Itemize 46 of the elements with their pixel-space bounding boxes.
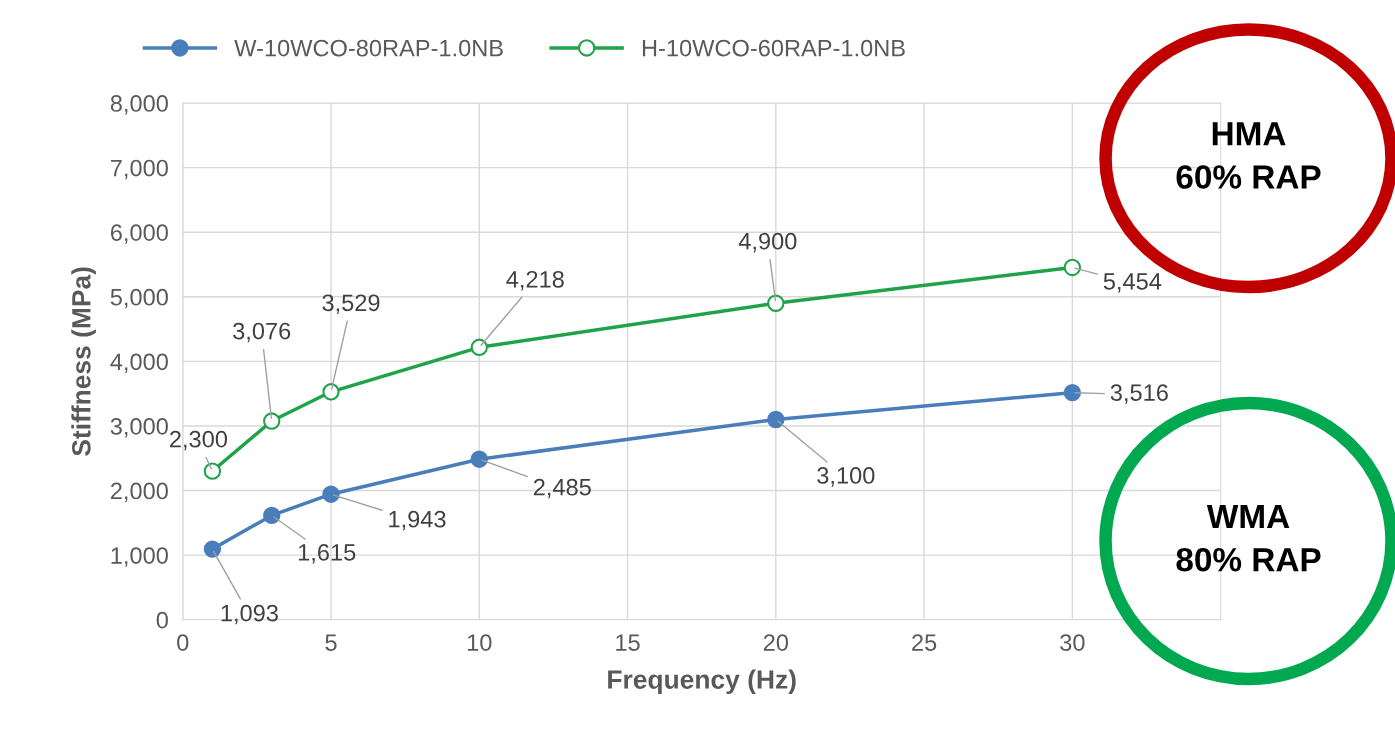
data-label: 5,454 (1103, 273, 1162, 293)
y-tick-label: 7,000 (110, 159, 168, 180)
x-tick-label: 15 (616, 634, 640, 651)
y-tick-label: 8,000 (110, 95, 168, 115)
y-tick-label: 2,000 (110, 482, 168, 503)
data-label: 3,076 (233, 322, 291, 343)
x-axis-title: Frequency (Hz) (608, 669, 796, 695)
point (203, 462, 222, 480)
point (767, 294, 785, 312)
point (322, 485, 340, 503)
annotation: WMA 80% RAP (1176, 505, 1321, 572)
y-axis-title: Stiffness (MPa) (71, 267, 96, 456)
data-label: 1,615 (298, 544, 356, 564)
y-tick-label: 1,000 (111, 547, 168, 567)
x-tick-label: 10 (467, 634, 492, 651)
point (203, 540, 222, 558)
point (470, 338, 488, 356)
data-label: 1,093 (221, 604, 278, 625)
y-tick-label: 0 (156, 611, 168, 629)
point (767, 410, 785, 429)
data-label: 1,943 (389, 510, 446, 531)
y-tick-label: 6,000 (110, 224, 168, 244)
data-label: 4,900 (738, 232, 797, 253)
legend-label: W-10WCO-80RAP-1.0NB (234, 39, 503, 57)
annotation: HMA 60% RAP (1176, 122, 1321, 189)
x-tick-label: 30 (1060, 634, 1085, 651)
y-tick-label: 3,000 (110, 418, 168, 438)
x-tick-label: 25 (912, 634, 937, 651)
data-label: 3,100 (817, 467, 875, 487)
data-label: 3,516 (1110, 384, 1168, 404)
point (470, 450, 488, 468)
y-tick-label: 5,000 (110, 288, 168, 309)
data-label: 3,529 (322, 294, 380, 314)
point (263, 506, 281, 525)
x-tick-label: 20 (763, 634, 789, 651)
x-tick-label: 5 (325, 634, 337, 651)
x-tick-label: 0 (177, 634, 189, 651)
data-label: 2,485 (533, 478, 591, 499)
point (1063, 258, 1082, 277)
legend-label: H-10WCO-60RAP-1.0NB (642, 39, 905, 57)
y-tick-label: 4,000 (110, 353, 168, 373)
point (1063, 383, 1082, 402)
data-label: 2,300 (170, 430, 228, 451)
point (322, 383, 340, 401)
point (263, 412, 281, 430)
data-label: 4,218 (506, 270, 564, 291)
